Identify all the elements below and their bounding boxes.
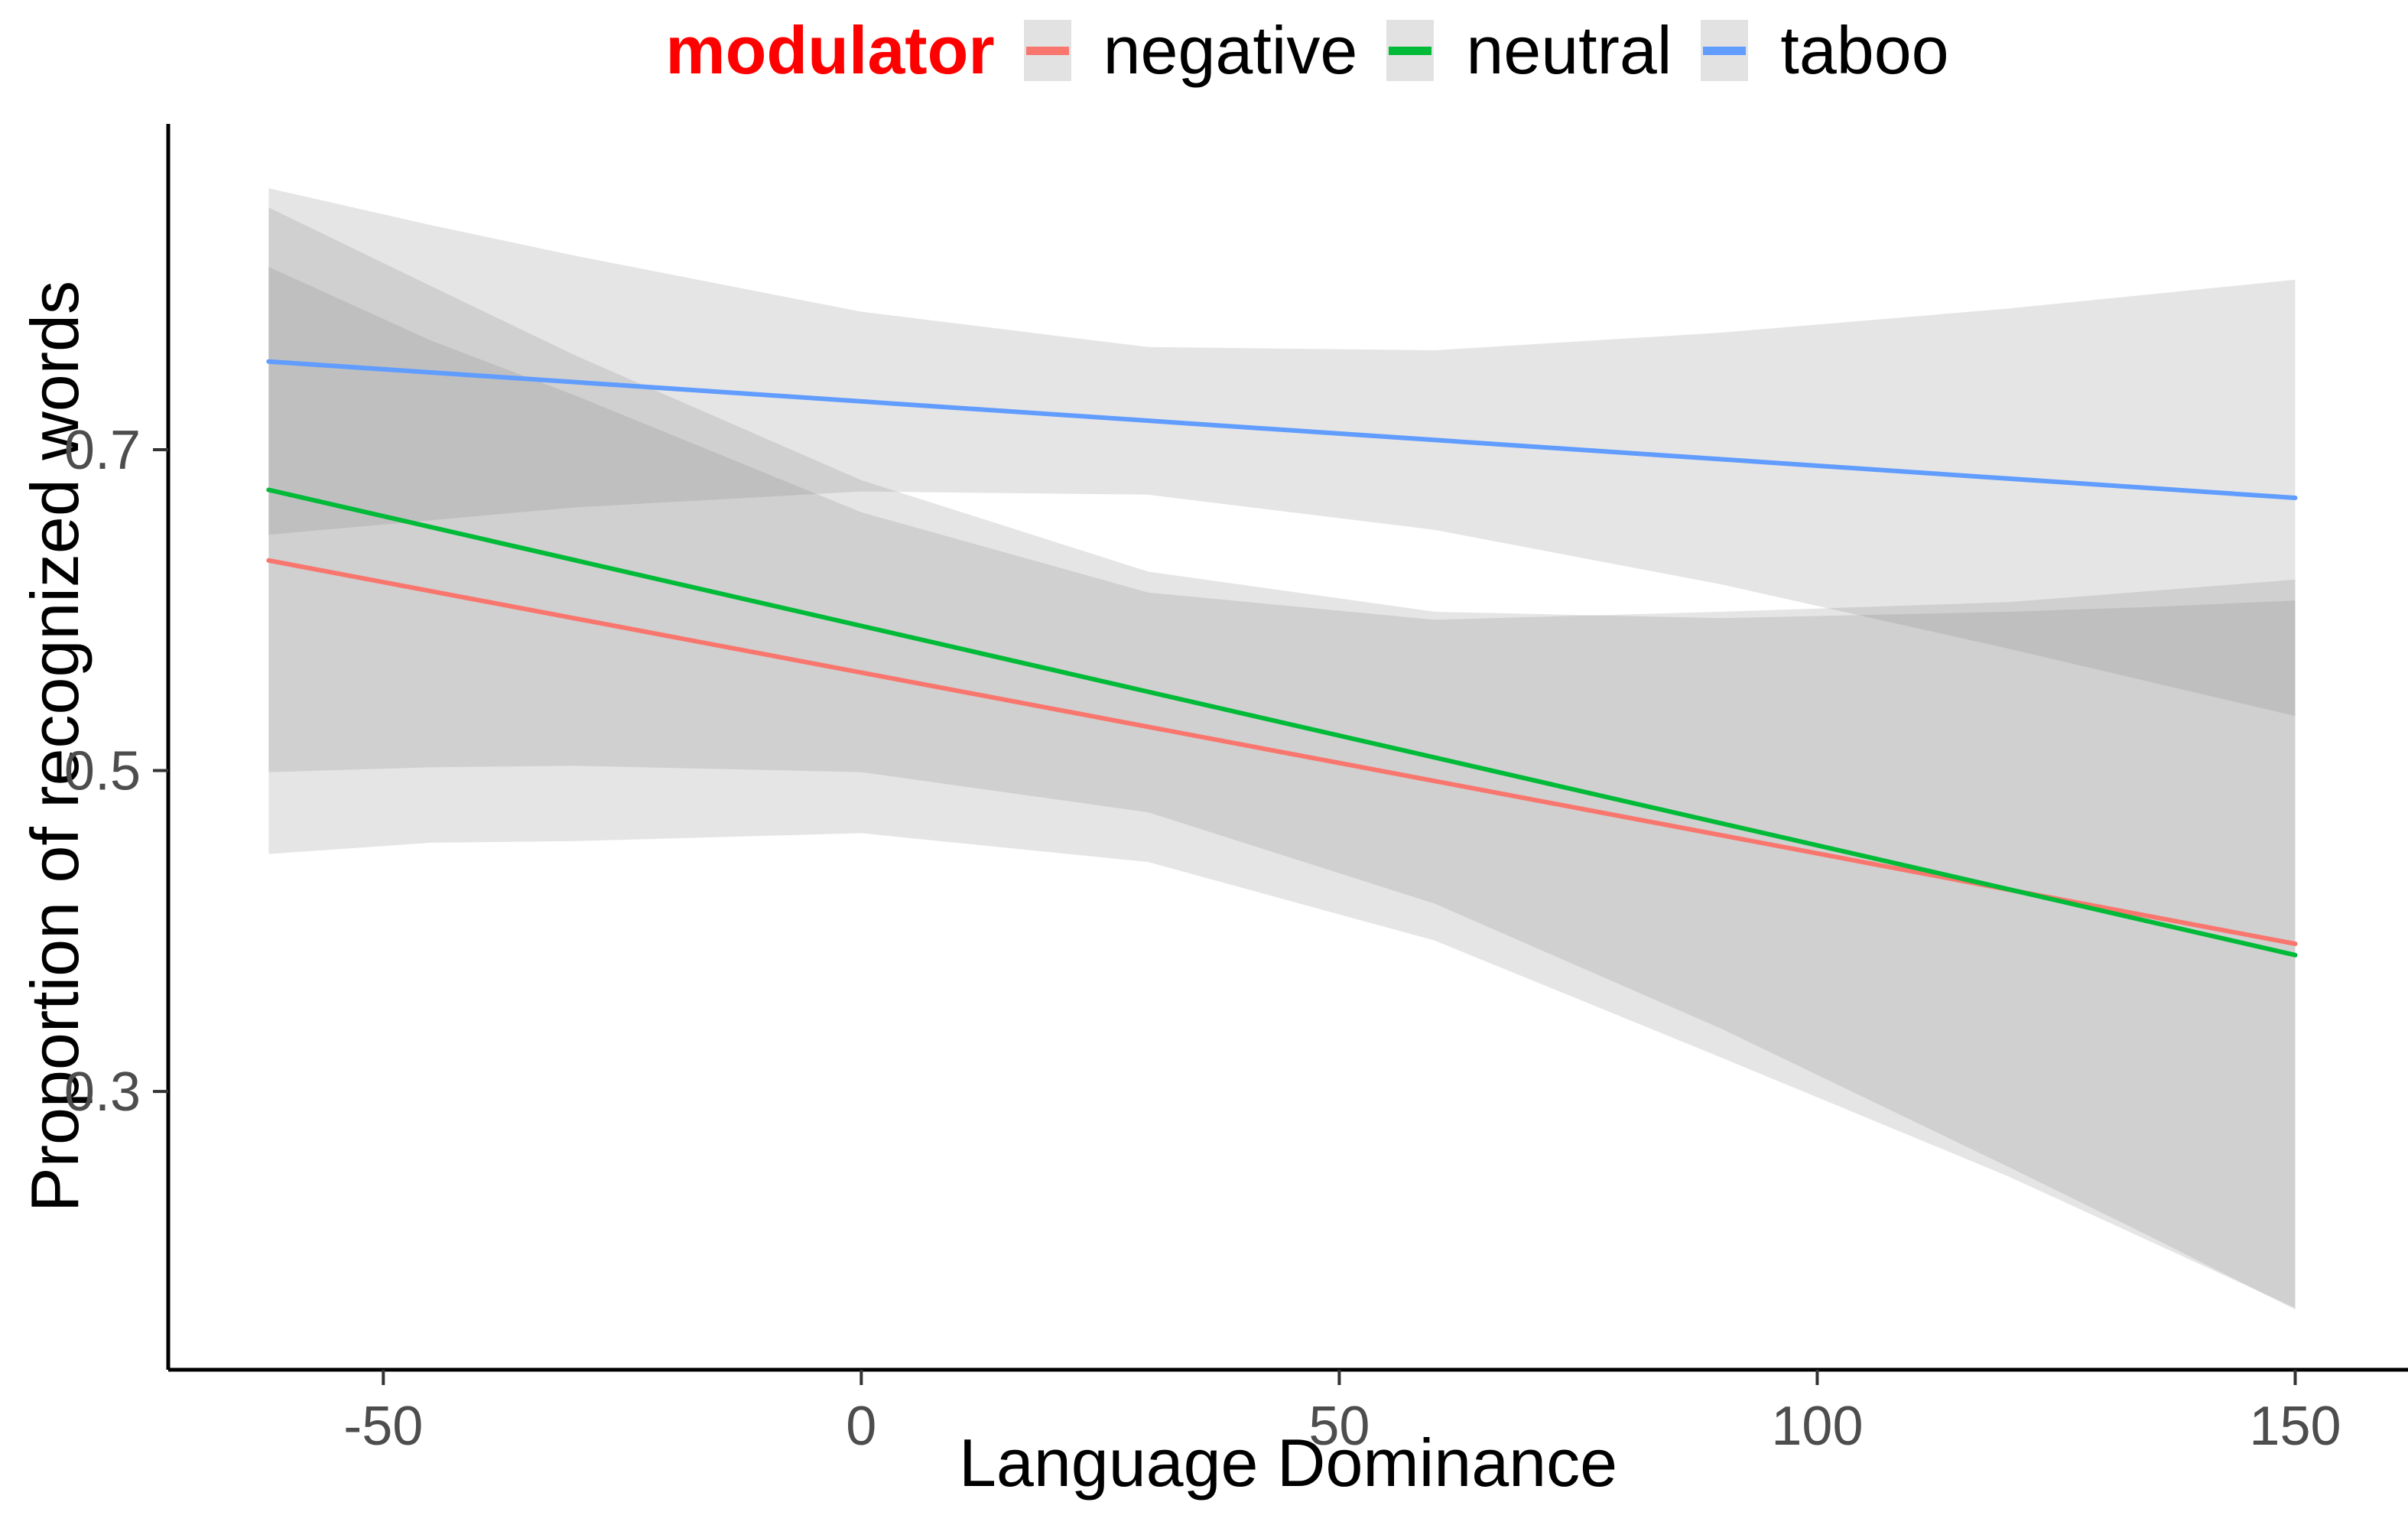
legend-item-negative: negative [1023,11,1358,89]
negative-regression-line [266,558,2298,947]
x-tick-label: 0 [846,1396,876,1457]
legend-title: modulator [665,12,995,88]
legend-label-neutral: neutral [1466,12,1672,88]
x-tick-label: 100 [1771,1396,1863,1457]
legend-label-negative: negative [1103,12,1358,88]
taboo-confidence-band [268,188,2296,717]
neutral-line-swatch-icon [1389,47,1432,55]
y-tick-label: 0.5 [64,741,141,802]
negative-line-swatch-icon [1025,47,1069,55]
taboo-regression-line [266,359,2298,500]
legend: modulator negative neutral taboo [0,0,2408,101]
negative-confidence-band [268,266,2296,1309]
y-tick-label: 0.3 [64,1062,141,1123]
legend-label-taboo: taboo [1780,12,1949,88]
taboo-line-swatch-icon [1703,47,1747,55]
neutral-confidence-band [268,207,2296,1310]
x-axis-title: Language Dominance [958,1425,1618,1501]
legend-item-neutral: neutral [1386,11,1672,89]
legend-key-taboo [1701,20,1749,81]
legend-key-negative [1023,20,1071,81]
y-tick-label: 0.7 [64,420,141,481]
neutral-regression-line [266,487,2298,958]
x-tick-label: -50 [343,1396,423,1457]
x-tick-label: 150 [2249,1396,2341,1457]
x-tick-label: 50 [1308,1396,1370,1457]
legend-key-neutral [1386,20,1435,81]
legend-item-taboo: taboo [1701,11,1949,89]
